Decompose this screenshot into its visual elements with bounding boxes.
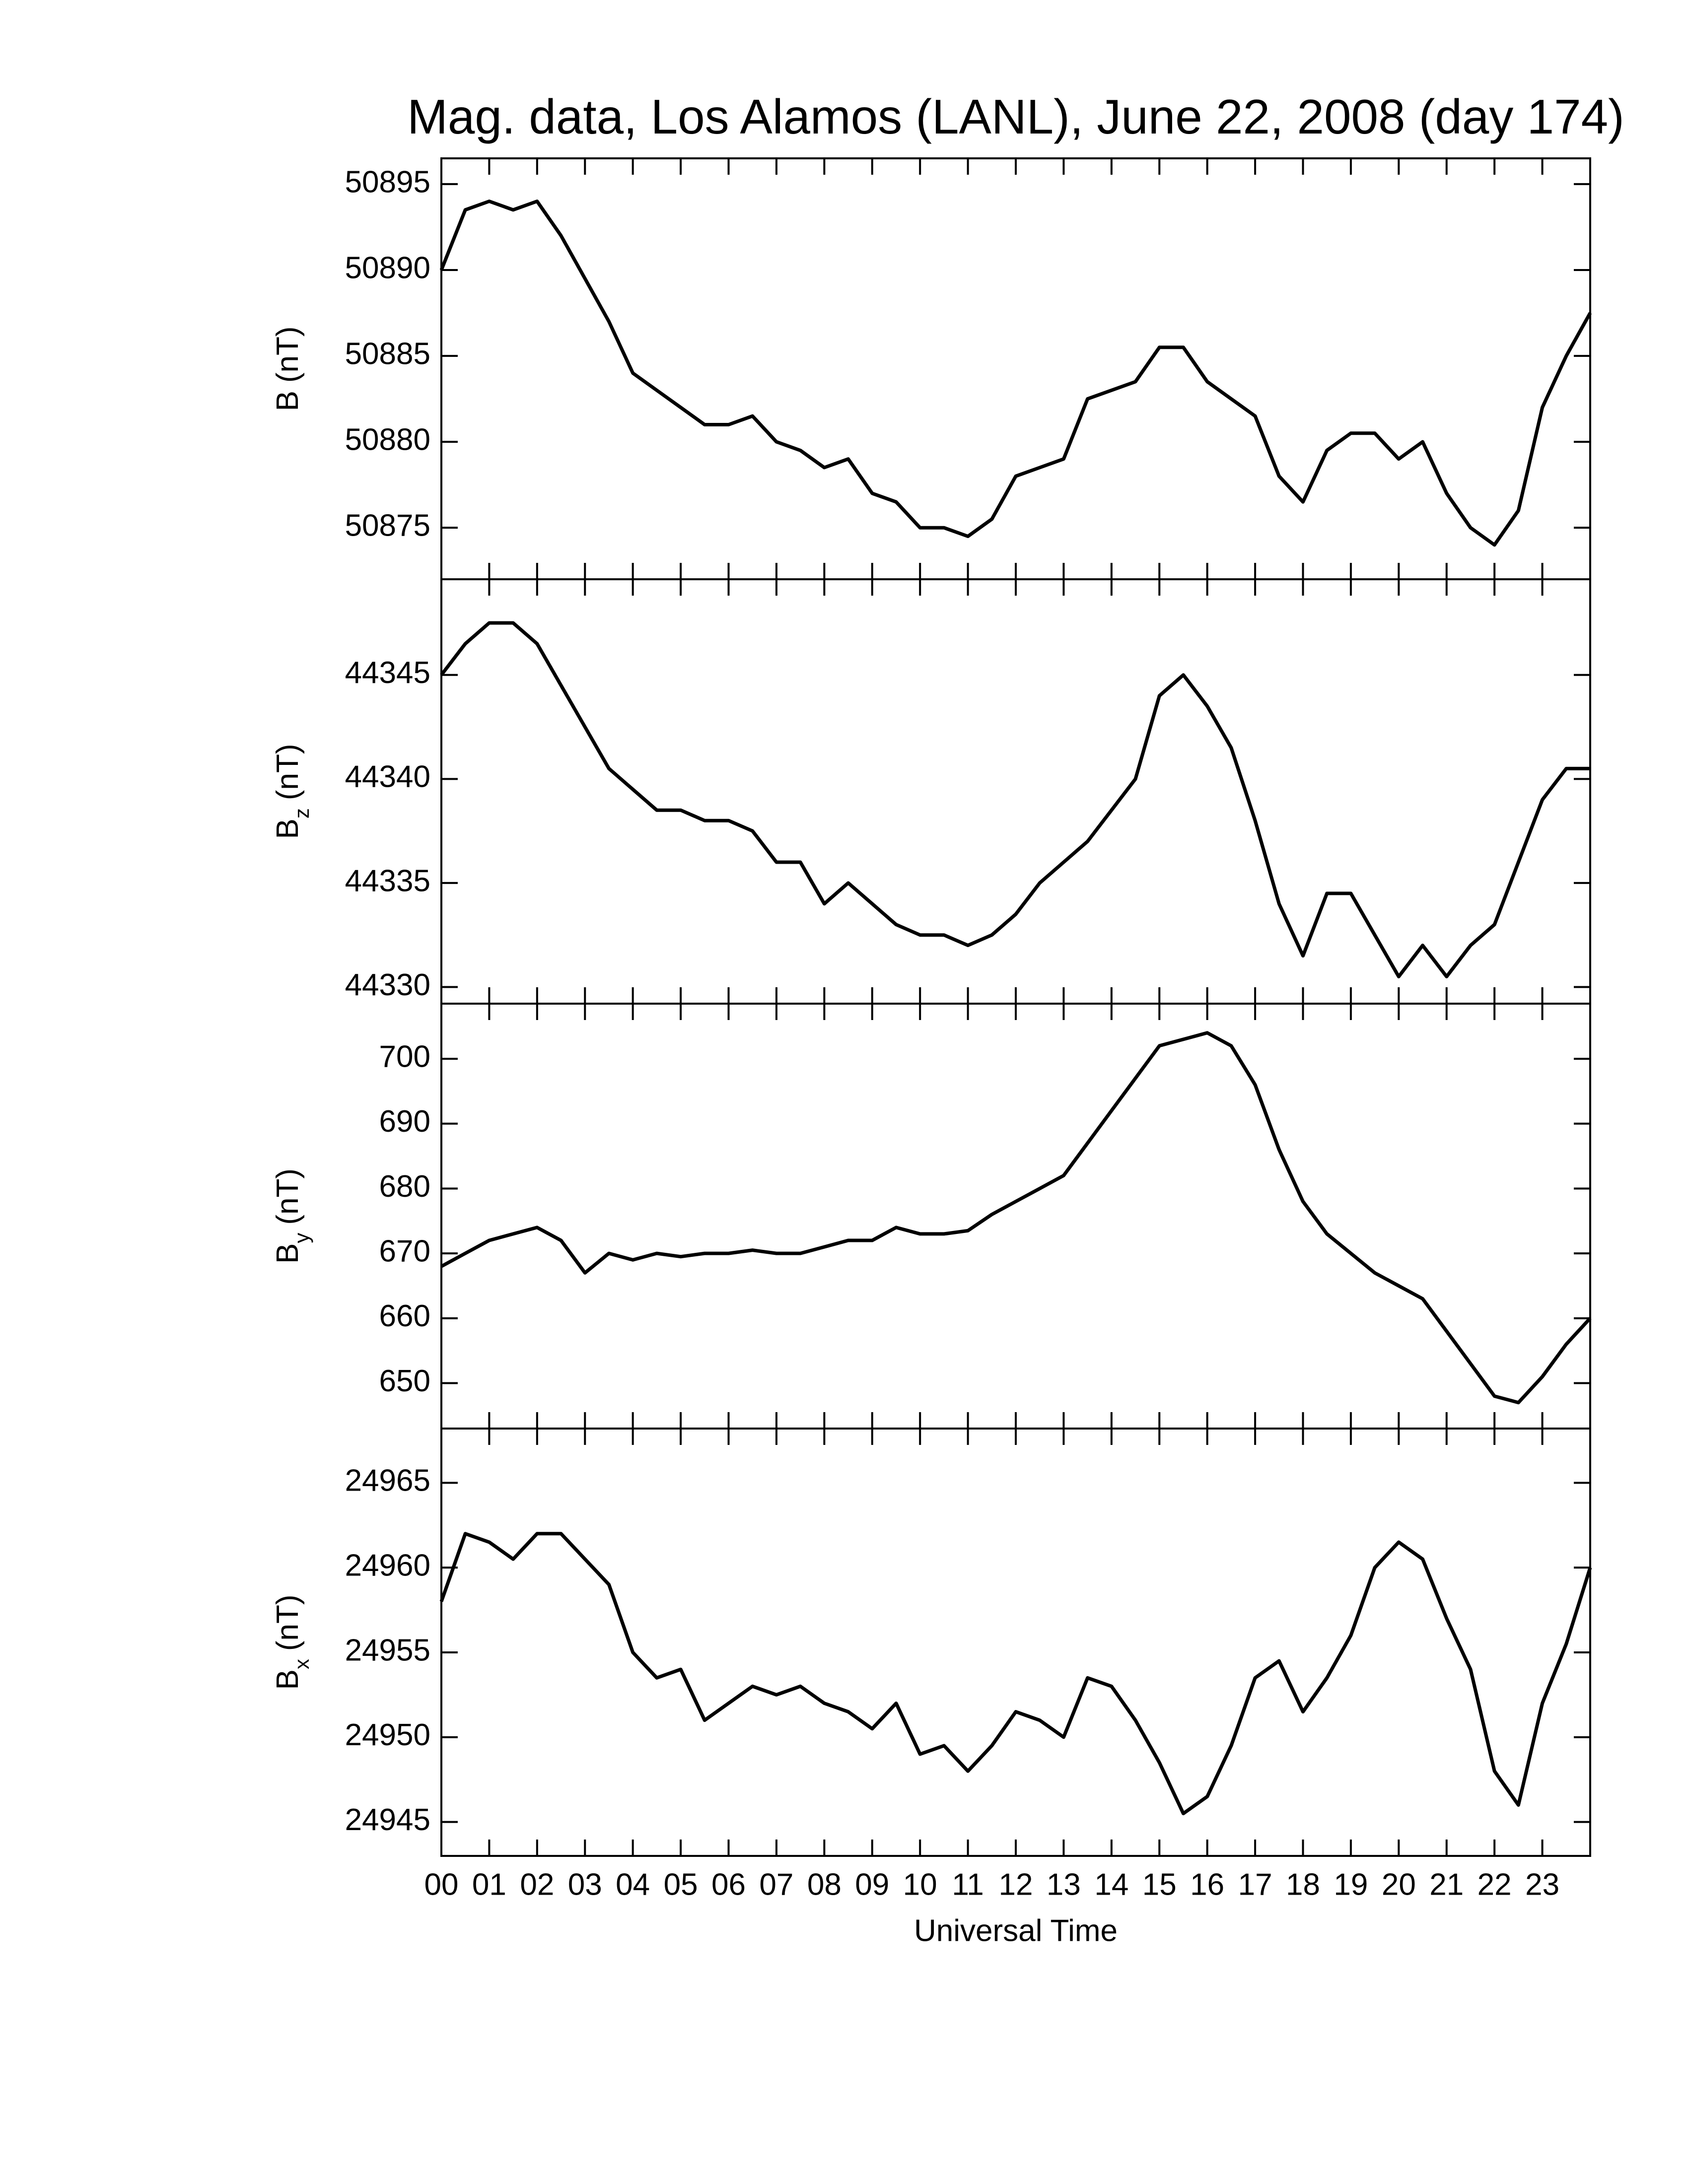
y-tick-label: 50880 bbox=[345, 422, 430, 457]
x-tick-label: 10 bbox=[903, 1867, 937, 1902]
chart-title: Mag. data, Los Alamos (LANL), June 22, 2… bbox=[407, 89, 1624, 144]
y-tick-label: 50885 bbox=[345, 337, 430, 371]
y-axis-label-unit: (nT) bbox=[271, 1594, 305, 1651]
y-axis-label-unit: (nT) bbox=[271, 326, 305, 383]
x-tick-label: 20 bbox=[1382, 1867, 1416, 1902]
y-tick-label: 680 bbox=[379, 1169, 430, 1204]
y-axis-label-unit: (nT) bbox=[271, 744, 305, 800]
plot-frame bbox=[440, 1428, 1591, 1857]
y-tick-label: 650 bbox=[379, 1364, 430, 1398]
y-axis-label: Bz (nT) bbox=[271, 744, 313, 839]
y-axis-label-symbol: B bbox=[271, 391, 305, 411]
x-tick-label: 05 bbox=[664, 1867, 698, 1902]
y-tick-label: 24950 bbox=[345, 1718, 430, 1752]
y-axis-label-subscript: y bbox=[290, 1233, 313, 1243]
x-tick-label: 00 bbox=[424, 1867, 459, 1902]
x-tick-label: 03 bbox=[568, 1867, 602, 1902]
x-tick-label: 19 bbox=[1334, 1867, 1368, 1902]
x-tick-label: 21 bbox=[1429, 1867, 1464, 1902]
x-tick-label: 01 bbox=[472, 1867, 506, 1902]
data-line bbox=[439, 200, 1592, 547]
x-tick-label: 08 bbox=[807, 1867, 842, 1902]
y-axis-label-unit: (nT) bbox=[271, 1168, 305, 1225]
plot-frame bbox=[440, 157, 1591, 580]
y-tick-label: 24960 bbox=[345, 1549, 430, 1583]
plot-frame bbox=[440, 578, 1591, 1005]
y-axis-label-symbol: B bbox=[271, 819, 305, 839]
y-axis-label-subscript: z bbox=[290, 808, 313, 819]
x-tick-label: 02 bbox=[520, 1867, 554, 1902]
x-tick-label: 18 bbox=[1286, 1867, 1320, 1902]
x-tick-label: 09 bbox=[855, 1867, 889, 1902]
x-tick-label: 22 bbox=[1477, 1867, 1512, 1902]
y-axis-label-subscript: x bbox=[290, 1659, 313, 1669]
data-line bbox=[440, 1031, 1592, 1405]
y-tick-label: 44330 bbox=[345, 968, 430, 1002]
y-tick-label: 24945 bbox=[345, 1803, 430, 1837]
y-tick-label: 50895 bbox=[345, 165, 430, 199]
y-tick-label: 50890 bbox=[345, 251, 430, 285]
y-tick-label: 44335 bbox=[345, 864, 430, 898]
x-tick-label: 16 bbox=[1190, 1867, 1224, 1902]
x-tick-label: 17 bbox=[1238, 1867, 1272, 1902]
data-line bbox=[440, 621, 1590, 978]
x-tick-label: 04 bbox=[616, 1867, 650, 1902]
x-tick-label: 12 bbox=[999, 1867, 1033, 1902]
y-axis-label: Bx (nT) bbox=[271, 1594, 313, 1690]
y-tick-label: 690 bbox=[379, 1104, 430, 1139]
x-tick-label: 07 bbox=[759, 1867, 793, 1902]
x-tick-label: 13 bbox=[1047, 1867, 1081, 1902]
x-tick-label: 15 bbox=[1142, 1867, 1177, 1902]
plot-frame bbox=[440, 1003, 1591, 1430]
y-axis-label: B (nT) bbox=[271, 326, 305, 411]
y-axis-label: By (nT) bbox=[271, 1168, 313, 1264]
y-tick-label: 44345 bbox=[345, 656, 430, 690]
x-tick-label: 06 bbox=[711, 1867, 746, 1902]
y-tick-label: 660 bbox=[379, 1299, 430, 1333]
y-tick-label: 44340 bbox=[345, 760, 430, 794]
y-tick-label: 670 bbox=[379, 1234, 430, 1269]
x-tick-label: 11 bbox=[952, 1867, 984, 1902]
y-tick-label: 700 bbox=[379, 1039, 430, 1074]
y-axis-label-symbol: B bbox=[271, 1669, 305, 1690]
data-line bbox=[439, 1532, 1592, 1816]
x-tick-label: 14 bbox=[1094, 1867, 1128, 1902]
y-axis-label-symbol: B bbox=[271, 1243, 305, 1264]
y-tick-label: 50875 bbox=[345, 509, 430, 543]
x-axis-label: Universal Time bbox=[914, 1913, 1118, 1948]
x-tick-label: 23 bbox=[1525, 1867, 1559, 1902]
y-tick-label: 24965 bbox=[345, 1464, 430, 1498]
y-tick-label: 24955 bbox=[345, 1633, 430, 1667]
